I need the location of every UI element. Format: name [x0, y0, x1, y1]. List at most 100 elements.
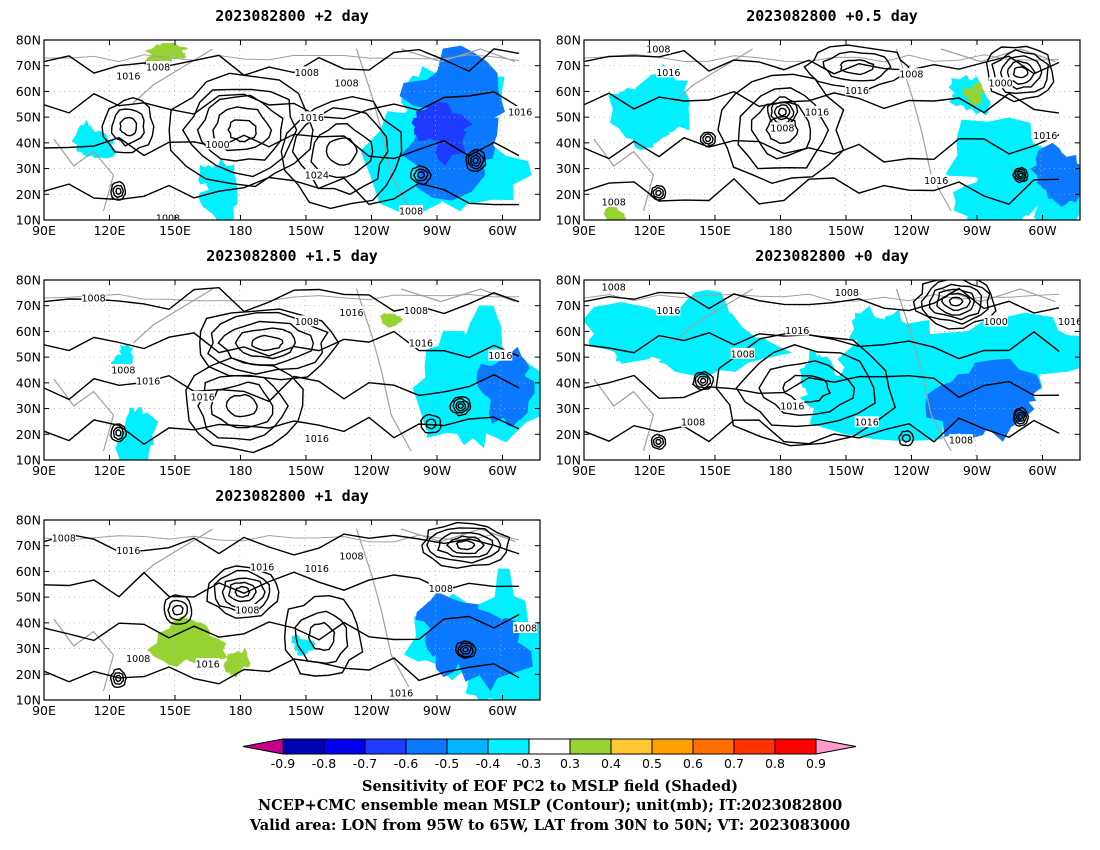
mslp-contour — [44, 133, 520, 160]
contour-label: 1008 — [646, 43, 670, 56]
mslp-contour — [650, 184, 667, 201]
mslp-contour — [584, 417, 1060, 445]
contour-label: 1016 — [196, 658, 220, 671]
mslp-contour — [291, 107, 389, 196]
svg-text:1016: 1016 — [136, 376, 160, 387]
contour-label: 1008 — [602, 196, 626, 209]
mslp-contour — [449, 395, 472, 417]
lat-label: 20N — [556, 427, 581, 442]
svg-text:1016: 1016 — [191, 393, 215, 404]
colorbar-box — [692, 738, 735, 755]
svg-text:1016: 1016 — [196, 660, 220, 671]
sensitivity-shading — [799, 358, 825, 397]
svg-text:1016: 1016 — [250, 562, 274, 573]
colorbar-box — [569, 738, 612, 755]
sensitivity-shading — [822, 366, 840, 419]
colorbar-box — [651, 738, 694, 755]
svg-text:1016: 1016 — [116, 546, 140, 557]
colorbar-tick-label: 0.5 — [642, 756, 662, 771]
contour-label: 1008 — [404, 304, 428, 317]
lat-label: 20N — [556, 187, 581, 202]
lon-label: 150E — [699, 463, 731, 478]
contour-label: 1016 — [116, 70, 140, 83]
mslp-contour — [691, 370, 715, 391]
contour-label: 1008 — [235, 604, 259, 617]
mslp-contour — [455, 400, 467, 412]
mslp-contour — [655, 189, 662, 197]
contour-label: 1016 — [924, 174, 948, 187]
svg-text:1016: 1016 — [855, 418, 879, 429]
svg-text:1008: 1008 — [295, 68, 319, 79]
lon-label: 180 — [229, 703, 253, 718]
mslp-contour — [912, 280, 997, 330]
mslp-contour — [1015, 411, 1026, 423]
svg-text:1016: 1016 — [339, 308, 363, 319]
lon-label: 120W — [893, 223, 929, 238]
svg-text:1008: 1008 — [899, 70, 923, 81]
coastline — [53, 378, 115, 452]
sensitivity-shading — [399, 70, 483, 126]
sensitivity-shading — [1030, 153, 1080, 180]
svg-text:1016: 1016 — [656, 306, 680, 317]
mslp-contour — [750, 101, 812, 160]
mslp-contour — [436, 531, 494, 558]
lon-label: 90E — [572, 463, 596, 478]
sensitivity-shading — [424, 341, 479, 414]
sensitivity-shading — [932, 373, 992, 439]
sensitivity-shading — [948, 74, 981, 100]
lon-label: 120E — [634, 463, 666, 478]
mslp-contour — [199, 308, 340, 381]
panel-title: 2023082800 +1 day — [215, 487, 369, 505]
panel-map-area: 1008 1016 1016 1016 1008 1008 1008 1008 1016 1008… — [44, 520, 540, 700]
mslp-contour — [840, 59, 875, 76]
colorbar-box — [774, 738, 817, 755]
svg-text:1016: 1016 — [656, 68, 680, 79]
mslp-contour — [459, 644, 472, 655]
lat-label: 60N — [16, 84, 41, 99]
contour-label: 1016 — [409, 337, 433, 350]
sensitivity-shading — [648, 63, 688, 118]
svg-text:1016: 1016 — [785, 326, 809, 337]
panel-title: 2023082800 +0.5 day — [746, 7, 918, 25]
lat-label: 50N — [16, 350, 41, 365]
lat-label: 70N — [16, 538, 41, 553]
mslp-contour — [584, 374, 1060, 400]
mslp-contour — [283, 594, 364, 677]
mslp-contour — [455, 539, 476, 551]
coastline — [584, 53, 1060, 63]
contour-label: 1008 — [111, 364, 135, 377]
lat-label: 80N — [16, 33, 41, 48]
lat-label: 10N — [16, 213, 41, 228]
contour-label: 1016 — [805, 106, 829, 119]
sensitivity-shading — [415, 591, 480, 631]
colorbar-tick-label: 0.6 — [683, 756, 703, 771]
mslp-contour — [702, 133, 714, 146]
lon-label: 150W — [288, 463, 324, 478]
svg-text:1016: 1016 — [409, 339, 433, 350]
contour-label: 1016 — [855, 416, 879, 429]
mslp-contour — [44, 48, 520, 77]
coastline — [44, 533, 520, 543]
colorbar-tick-label: -0.4 — [476, 756, 500, 771]
svg-text:1000: 1000 — [984, 317, 1008, 328]
lon-label: 120W — [353, 463, 389, 478]
svg-text:1008: 1008 — [646, 45, 670, 56]
svg-text:1008: 1008 — [235, 606, 259, 617]
lon-label: 120E — [94, 463, 126, 478]
mslp-contour — [898, 430, 915, 447]
mslp-contour — [294, 610, 349, 665]
lat-label: 50N — [16, 110, 41, 125]
contour-label: 1016 — [845, 84, 869, 97]
lat-label: 20N — [16, 187, 41, 202]
mslp-contour — [584, 134, 1060, 163]
coastline — [400, 48, 516, 63]
sensitivity-shading — [294, 639, 314, 656]
contour-label: 1016 — [136, 374, 160, 387]
svg-text:1008: 1008 — [731, 349, 755, 360]
svg-text:1008: 1008 — [339, 552, 363, 563]
colorbar-box — [364, 738, 407, 755]
mslp-contour — [655, 438, 662, 446]
coastline — [132, 288, 213, 344]
